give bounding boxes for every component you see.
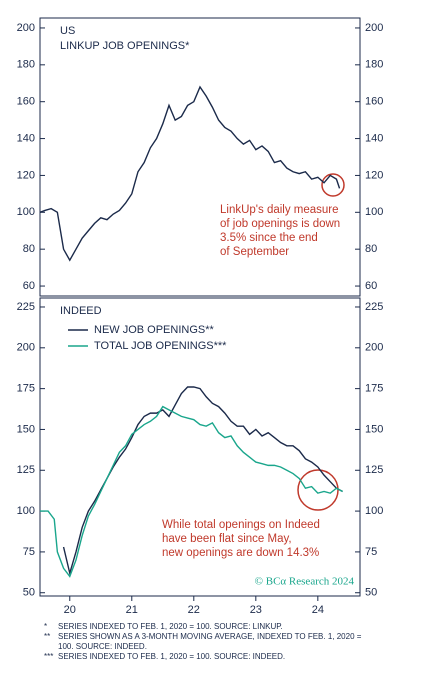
y2-tick-label: 125 bbox=[365, 464, 383, 476]
frame bbox=[39, 17, 361, 297]
y-tick-label: 50 bbox=[23, 587, 35, 599]
highlight-circle bbox=[321, 173, 345, 197]
y-tick-label: 75 bbox=[23, 546, 35, 558]
credit: © BCα Research 2024 bbox=[255, 576, 355, 588]
annotation: While total openings on Indeed bbox=[162, 519, 320, 531]
y2-tick-label: 175 bbox=[365, 383, 383, 395]
footnote-text: SERIES INDEXED TO FEB. 1, 2020 = 100. SO… bbox=[58, 652, 286, 661]
x-tick-label: 24 bbox=[312, 604, 324, 616]
legend-label: NEW JOB OPENINGS** bbox=[94, 324, 215, 336]
y2-tick-label: 50 bbox=[365, 587, 377, 599]
frame bbox=[39, 297, 361, 597]
y2-tick-label: 100 bbox=[365, 505, 383, 517]
series-line bbox=[39, 85, 341, 262]
y2-tick-label: 225 bbox=[365, 301, 383, 313]
y2-tick-label: 200 bbox=[365, 342, 383, 354]
panel-label: US bbox=[60, 25, 75, 37]
chart-title: LINKUP JOB OPENINGS* bbox=[60, 40, 190, 52]
footnote-marker: * bbox=[44, 622, 48, 631]
y2-tick-label: 140 bbox=[365, 132, 383, 144]
annotation: have been flat since May, bbox=[162, 533, 292, 545]
y-tick-label: 200 bbox=[17, 22, 35, 34]
x-tick-label: 23 bbox=[250, 604, 262, 616]
highlight-circle bbox=[297, 469, 339, 511]
y-tick-label: 120 bbox=[17, 169, 35, 181]
y-tick-label: 60 bbox=[23, 280, 35, 292]
y-tick-label: 100 bbox=[17, 206, 35, 218]
chart: 60 60 80 80 100 100 120 120 140 140 160 160 180 180 20… bbox=[17, 17, 383, 616]
y-tick-label: 140 bbox=[17, 132, 35, 144]
annotation: LinkUp's daily measure bbox=[220, 204, 339, 216]
y2-tick-label: 200 bbox=[365, 22, 383, 34]
footnote: * SERIES INDEXED TO FEB. 1, 2020 = 100. S… bbox=[44, 622, 364, 632]
footnote-marker: ** bbox=[44, 632, 51, 641]
y2-tick-label: 100 bbox=[365, 206, 383, 218]
series-line bbox=[40, 405, 343, 578]
footnote: ** SERIES SHOWN AS A 3-MONTH MOVING AVERA… bbox=[44, 632, 364, 652]
y-tick-label: 160 bbox=[17, 96, 35, 108]
y-tick-label: 80 bbox=[23, 243, 35, 255]
y-tick-label: 125 bbox=[17, 464, 35, 476]
x-tick-label: 22 bbox=[188, 604, 200, 616]
y-tick-label: 150 bbox=[17, 423, 35, 435]
annotation: new openings are down 14.3% bbox=[162, 547, 319, 559]
y-tick-label: 100 bbox=[17, 505, 35, 517]
x-tick-label: 21 bbox=[126, 604, 138, 616]
panel-label: INDEED bbox=[60, 305, 102, 317]
annotation: 3.5% since the end bbox=[220, 232, 318, 244]
footnote-marker: *** bbox=[44, 652, 54, 661]
footnote-text: SERIES INDEXED TO FEB. 1, 2020 = 100. SO… bbox=[58, 622, 283, 631]
y2-tick-label: 120 bbox=[365, 169, 383, 181]
footnote-text: SERIES SHOWN AS A 3-MONTH MOVING AVERAGE… bbox=[58, 632, 362, 651]
annotation: of September bbox=[220, 246, 289, 258]
footnotes: * SERIES INDEXED TO FEB. 1, 2020 = 100. S… bbox=[44, 622, 364, 662]
y-tick-label: 225 bbox=[17, 301, 35, 313]
y2-tick-label: 60 bbox=[365, 280, 377, 292]
y2-tick-label: 75 bbox=[365, 546, 377, 558]
y2-tick-label: 160 bbox=[365, 96, 383, 108]
y-tick-label: 180 bbox=[17, 59, 35, 71]
y-tick-label: 200 bbox=[17, 342, 35, 354]
footnote: *** SERIES INDEXED TO FEB. 1, 2020 = 100.… bbox=[44, 652, 364, 662]
x-tick-label: 20 bbox=[64, 604, 76, 616]
y2-tick-label: 80 bbox=[365, 243, 377, 255]
y2-tick-label: 150 bbox=[365, 423, 383, 435]
legend-label: TOTAL JOB OPENINGS*** bbox=[94, 340, 227, 352]
y-tick-label: 175 bbox=[17, 383, 35, 395]
annotation: of job openings is down bbox=[220, 218, 340, 230]
y2-tick-label: 180 bbox=[365, 59, 383, 71]
